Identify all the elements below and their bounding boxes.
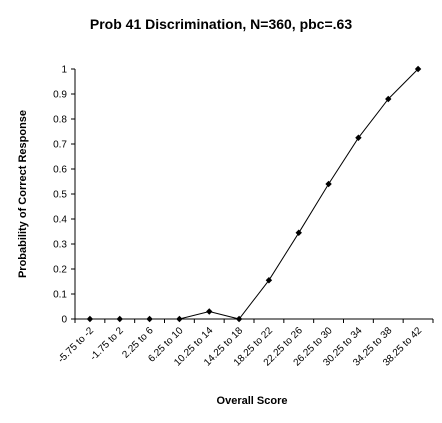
plot-area: 0 0.1 0.2 0.3 0.4 0.5 0.6 0.7 0.8 0.9 1 -5.75 to -2…	[53, 65, 434, 369]
data-point-marker	[146, 315, 153, 323]
y-tick-label: 0.6	[53, 165, 67, 176]
y-tick-label: 1	[61, 65, 67, 76]
y-tick-label: 0.5	[53, 190, 67, 201]
data-point-marker	[116, 315, 123, 323]
y-tick-label: 0.9	[53, 90, 67, 101]
y-tick-label: 0	[61, 315, 67, 326]
chart-title: Prob 41 Discrimination, N=360, pbc=.63	[90, 16, 352, 32]
data-point-marker	[325, 180, 332, 188]
data-point-marker	[235, 315, 243, 323]
x-tick-label: -5.75 to -2	[56, 325, 96, 365]
data-point-marker	[176, 315, 183, 323]
y-tick-label: 0.3	[53, 240, 67, 251]
data-point-marker	[355, 134, 362, 141]
data-point-marker	[295, 229, 302, 236]
y-tick-label: 0.1	[53, 290, 67, 301]
data-point-marker	[414, 65, 422, 73]
y-axis-title: Probability of Correct Response	[17, 110, 29, 278]
x-axis-title: Overall Score	[217, 395, 288, 407]
y-tick-label: 0.2	[53, 265, 67, 276]
data-point-marker	[385, 95, 392, 103]
series-line	[89, 68, 419, 320]
data-point-marker	[265, 277, 273, 284]
data-point-marker	[206, 308, 213, 315]
y-tick-label: 0.7	[53, 140, 67, 151]
x-tick-label: -1.75 to 2	[88, 325, 126, 363]
data-point-marker	[86, 315, 94, 323]
y-tick-label: 0.4	[53, 215, 67, 226]
y-tick-label: 0.8	[53, 115, 67, 126]
